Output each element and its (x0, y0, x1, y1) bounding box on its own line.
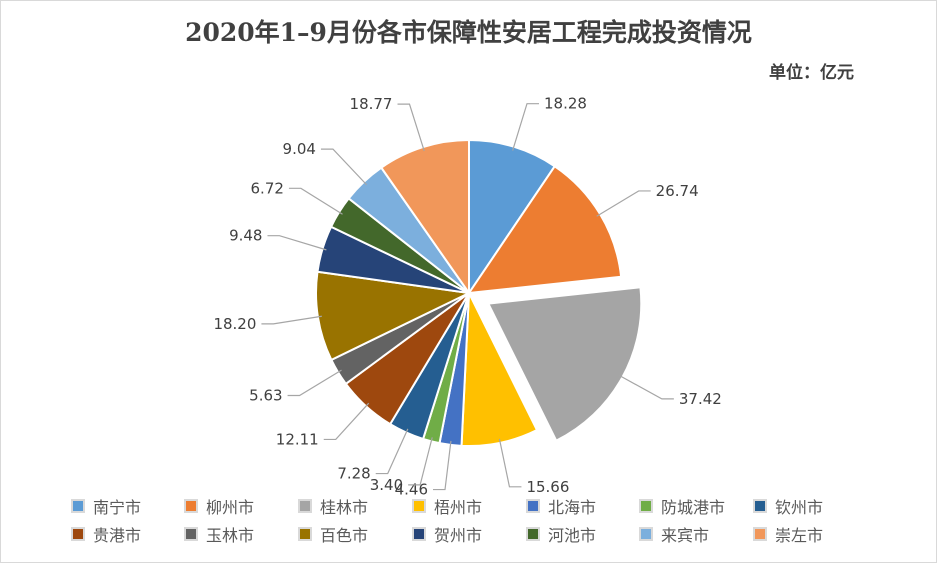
leader-line (287, 369, 342, 397)
legend-swatch (753, 527, 767, 541)
chart-title: 2020年1–9月份各市保障性安居工程完成投资情况 (185, 18, 752, 47)
leader-line (375, 428, 409, 475)
legend-label: 玉林市 (206, 526, 255, 545)
leader-line (323, 402, 370, 441)
legend-item: 南宁市 (71, 494, 141, 518)
legend-swatch (753, 499, 767, 513)
legend-label: 柳州市 (206, 498, 255, 517)
data-label: 6.72 (251, 179, 284, 197)
data-label: 15.66 (526, 478, 569, 496)
legend-item: 防城港市 (639, 494, 725, 518)
leader-line (596, 190, 651, 217)
data-label: 18.20 (213, 315, 256, 333)
leader-line (618, 374, 674, 400)
data-label: 37.42 (679, 390, 722, 408)
legend-item: 来宾市 (639, 522, 709, 546)
data-label: 18.77 (350, 95, 393, 113)
data-label: 9.04 (283, 140, 316, 158)
legend-item: 梧州市 (412, 494, 482, 518)
legend-label: 来宾市 (661, 526, 710, 545)
legend-swatch (412, 527, 426, 541)
legend-swatch (184, 499, 198, 513)
legend-swatch (639, 527, 653, 541)
legend-label: 崇左市 (775, 526, 824, 545)
data-label: 3.40 (370, 476, 403, 494)
data-label: 12.11 (276, 430, 319, 448)
legend-swatch (639, 499, 653, 513)
leader-line (261, 315, 322, 325)
legend-swatch (526, 527, 540, 541)
leader-line (498, 438, 522, 488)
leader-line (267, 235, 327, 251)
legend-swatch (298, 527, 312, 541)
legend-swatch (526, 499, 540, 513)
legend-item: 北海市 (526, 494, 596, 518)
legend-item: 百色市 (298, 522, 368, 546)
legend-item: 桂林市 (298, 494, 368, 518)
data-label: 9.48 (229, 227, 262, 245)
data-label: 7.28 (337, 465, 370, 483)
data-label: 18.28 (544, 95, 587, 113)
data-label: 5.63 (249, 386, 282, 404)
legend-item: 贵港市 (71, 522, 141, 546)
leader-line (433, 440, 452, 491)
legend-label: 河池市 (548, 526, 597, 545)
leader-line (397, 103, 425, 152)
legend-label: 贵港市 (93, 526, 142, 545)
legend-label: 钦州市 (775, 498, 824, 517)
legend-item: 柳州市 (184, 494, 254, 518)
legend-item: 崇左市 (753, 522, 823, 546)
legend-swatch (71, 499, 85, 513)
legend-label: 百色市 (320, 526, 369, 545)
leader-line (320, 148, 368, 186)
legend-item: 河池市 (526, 522, 596, 546)
legend-item: 钦州市 (753, 494, 823, 518)
legend-label: 梧州市 (434, 498, 483, 517)
legend-item: 玉林市 (184, 522, 254, 546)
legend-label: 北海市 (548, 498, 597, 517)
legend-swatch (412, 499, 426, 513)
unit-label: 单位：亿元 (769, 63, 854, 83)
legend-swatch (71, 527, 85, 541)
legend-label: 贺州市 (434, 526, 483, 545)
leader-line (512, 103, 539, 151)
data-label: 26.74 (656, 182, 699, 200)
legend-item: 贺州市 (412, 522, 482, 546)
legend-label: 桂林市 (320, 498, 369, 517)
legend-swatch (184, 527, 198, 541)
legend-label: 南宁市 (93, 498, 142, 517)
legend-label: 防城港市 (661, 498, 726, 517)
leader-line (288, 187, 343, 215)
leader-line (408, 437, 433, 486)
legend-swatch (298, 499, 312, 513)
